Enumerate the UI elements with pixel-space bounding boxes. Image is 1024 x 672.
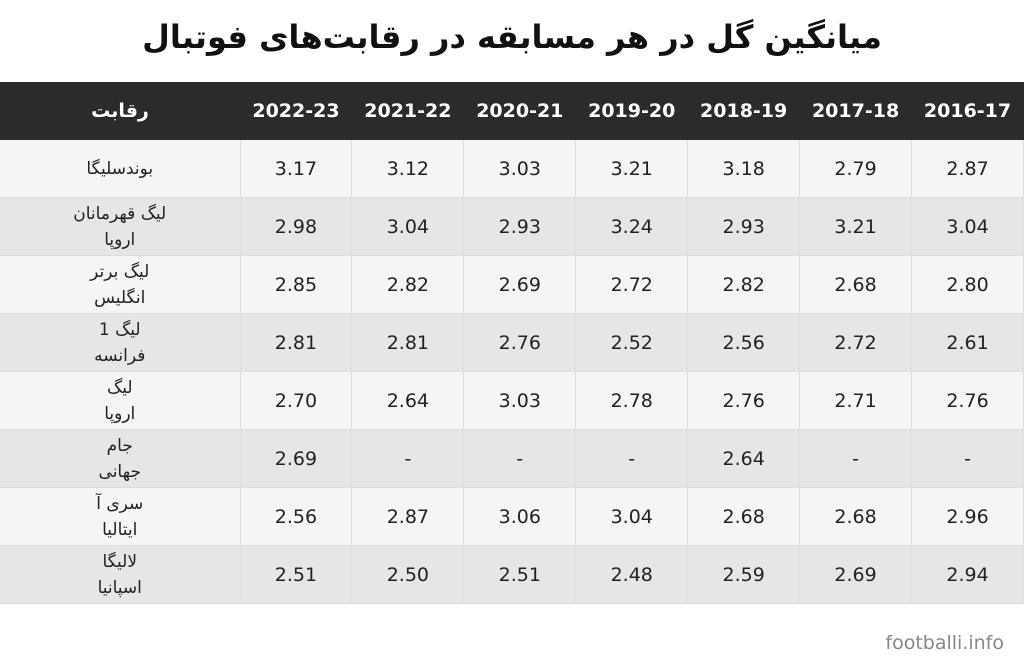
header-cell: 2022-23 (240, 82, 352, 140)
value-cell: 2.81 (240, 313, 353, 372)
value-cell: 2.79 (799, 140, 913, 198)
value-cell: - (911, 429, 1024, 488)
value-cell: 2.68 (799, 255, 913, 314)
value-cell: 2.71 (799, 371, 913, 430)
value-cell: 2.70 (240, 371, 353, 430)
value-cell: 2.50 (351, 545, 465, 604)
title: میانگین گل در هر مسابقه در رقابت‌های فوت… (142, 18, 882, 56)
table-row: لیگ اروپا 2.70 2.64 3.03 2.78 2.76 2.71 2.76 (0, 371, 1024, 430)
table-row: لالیگا اسپانیا 2.51 2.50 2.51 2.48 2.59 2.69 2.… (0, 545, 1024, 604)
value-cell: 3.18 (687, 140, 801, 198)
value-cell: - (575, 429, 689, 488)
value-cell: 2.98 (240, 197, 353, 256)
competition-cell: سری آ ایتالیا (0, 487, 241, 546)
competition-cell: لالیگا اسپانیا (0, 545, 241, 604)
value-cell: 2.81 (351, 313, 465, 372)
value-cell: 2.87 (911, 140, 1024, 198)
value-cell: 2.52 (575, 313, 689, 372)
table-row: لیگ قهرمانان اروپا 2.98 3.04 2.93 3.24 2.93 3.… (0, 197, 1024, 256)
competition-cell: جام جهانی (0, 429, 241, 488)
value-cell: 3.03 (463, 140, 577, 198)
value-cell: 3.04 (911, 197, 1024, 256)
value-cell: - (463, 429, 577, 488)
competition-cell: لیگ برتر انگلیس (0, 255, 241, 314)
table-row: سری آ ایتالیا 2.56 2.87 3.06 3.04 2.68 2.68 2.9… (0, 487, 1024, 546)
competition-cell: لیگ 1 فرانسه (0, 313, 241, 372)
value-cell: 2.87 (351, 487, 465, 546)
value-cell: 2.76 (687, 371, 801, 430)
value-cell: 2.72 (575, 255, 689, 314)
table-body: بوندسلیگا 3.17 3.12 3.03 3.21 3.18 2.79 2.87 لیگ… (0, 140, 1024, 604)
value-cell: 3.24 (575, 197, 689, 256)
value-cell: 2.78 (575, 371, 689, 430)
source: footballi.info (885, 632, 1004, 654)
value-cell: 3.17 (240, 140, 353, 198)
value-cell: 3.06 (463, 487, 577, 546)
value-cell: 2.96 (911, 487, 1024, 546)
header-cell: 2018-19 (687, 82, 800, 140)
value-cell: 2.93 (687, 197, 801, 256)
competition-cell: بوندسلیگا (0, 140, 241, 198)
value-cell: 2.69 (799, 545, 913, 604)
competition-cell: لیگ اروپا (0, 371, 241, 430)
value-cell: 3.04 (575, 487, 689, 546)
value-cell: - (351, 429, 465, 488)
value-cell: 2.94 (911, 545, 1024, 604)
value-cell: 2.68 (799, 487, 913, 546)
value-cell: - (799, 429, 913, 488)
value-cell: 2.51 (463, 545, 577, 604)
value-cell: 2.59 (687, 545, 801, 604)
value-cell: 2.82 (351, 255, 465, 314)
value-cell: 2.85 (240, 255, 353, 314)
table-row: لیگ 1 فرانسه 2.81 2.81 2.76 2.52 2.56 2.72 2.61 (0, 313, 1024, 372)
value-cell: 3.03 (463, 371, 577, 430)
value-cell: 2.76 (911, 371, 1024, 430)
value-cell: 2.48 (575, 545, 689, 604)
value-cell: 2.76 (463, 313, 577, 372)
value-cell: 2.72 (799, 313, 913, 372)
table-row: بوندسلیگا 3.17 3.12 3.03 3.21 3.18 2.79 2.87 (0, 140, 1024, 198)
value-cell: 3.04 (351, 197, 465, 256)
value-cell: 2.69 (463, 255, 577, 314)
value-cell: 2.56 (240, 487, 353, 546)
header-cell: 2021-22 (351, 82, 464, 140)
stats-table: رقابت 2022-23 2021-22 2020-21 2019-20 2018-19… (0, 82, 1024, 604)
header-cell: 2016-17 (911, 82, 1024, 140)
value-cell: 3.21 (575, 140, 689, 198)
value-cell: 2.64 (351, 371, 465, 430)
competition-cell: لیگ قهرمانان اروپا (0, 197, 241, 256)
value-cell: 2.51 (240, 545, 353, 604)
value-cell: 2.56 (687, 313, 801, 372)
value-cell: 2.69 (240, 429, 353, 488)
value-cell: 3.21 (799, 197, 913, 256)
header-cell: 2020-21 (463, 82, 576, 140)
value-cell: 2.82 (687, 255, 801, 314)
value-cell: 2.64 (687, 429, 801, 488)
value-cell: 2.93 (463, 197, 577, 256)
header-cell: رقابت (0, 82, 240, 140)
value-cell: 3.12 (351, 140, 465, 198)
header-cell: 2019-20 (575, 82, 688, 140)
value-cell: 2.80 (911, 255, 1024, 314)
header-cell: 2017-18 (799, 82, 912, 140)
header-row: رقابت 2022-23 2021-22 2020-21 2019-20 2018-19… (0, 82, 1024, 140)
table-row: لیگ برتر انگلیس 2.85 2.82 2.69 2.72 2.82 2.68 2… (0, 255, 1024, 314)
value-cell: 2.61 (911, 313, 1024, 372)
value-cell: 2.68 (687, 487, 801, 546)
table-row: جام جهانی 2.69- - -2.64- - (0, 429, 1024, 488)
